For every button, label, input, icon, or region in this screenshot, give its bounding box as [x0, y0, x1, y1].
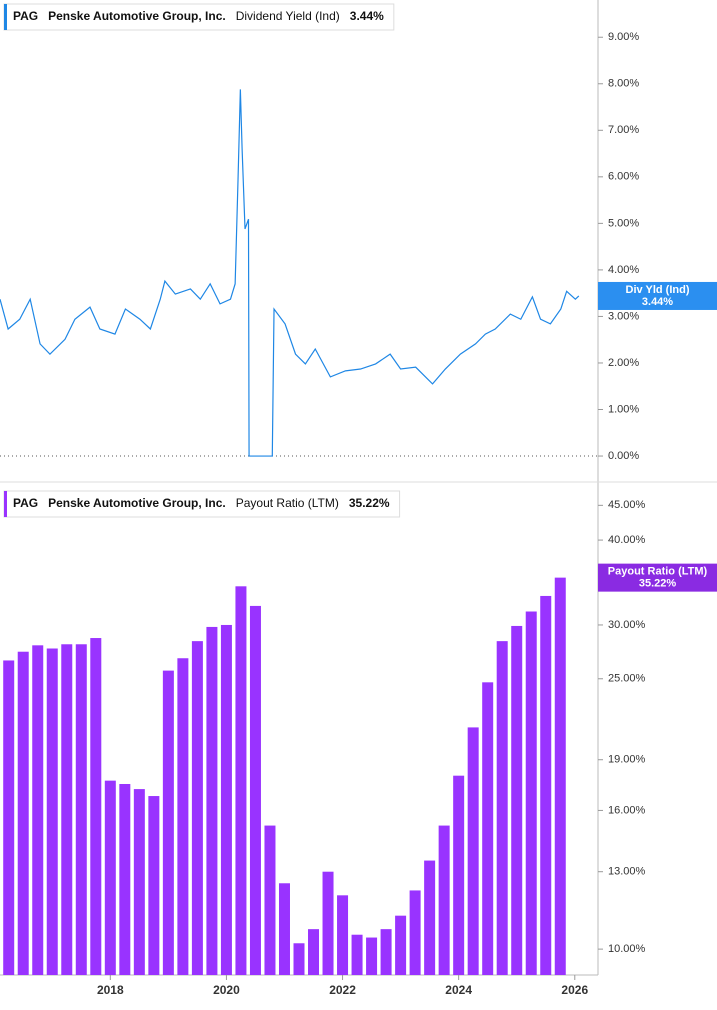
y-tick-label: 4.00%	[608, 264, 639, 276]
bar	[554, 577, 566, 975]
bar	[32, 645, 44, 975]
bar	[337, 895, 349, 975]
bar	[75, 644, 87, 975]
bar	[3, 660, 15, 975]
y-tick-label: 13.00%	[608, 866, 646, 878]
bar	[90, 638, 102, 975]
value-tag-label: 3.44%	[642, 296, 673, 308]
bar	[453, 775, 465, 975]
value-tag-name: Payout Ratio (LTM)	[608, 566, 708, 578]
bar	[293, 943, 305, 975]
y-tick-label: 25.00%	[608, 673, 646, 685]
legend-series-name: Payout Ratio (LTM)	[236, 496, 339, 510]
y-tick-label: 40.00%	[608, 534, 646, 546]
y-tick-label: 45.00%	[608, 499, 646, 511]
bar	[220, 624, 232, 975]
data-line	[0, 89, 580, 457]
bar	[133, 789, 145, 975]
bar	[409, 890, 421, 975]
x-tick-label: 2022	[329, 983, 356, 997]
y-tick-label: 5.00%	[608, 217, 639, 229]
y-tick-label: 30.00%	[608, 619, 646, 631]
bar	[395, 915, 407, 975]
bar	[148, 796, 160, 975]
x-tick-label: 2018	[97, 983, 124, 997]
y-tick-label: 8.00%	[608, 78, 639, 90]
legend-company: Penske Automotive Group, Inc.	[48, 496, 226, 510]
legend-company: Penske Automotive Group, Inc.	[48, 9, 226, 23]
bar	[511, 625, 523, 975]
value-tag	[598, 281, 717, 310]
y-tick-label: 6.00%	[608, 171, 639, 183]
bar	[119, 783, 131, 975]
y-tick-label: 19.00%	[608, 754, 646, 766]
bar	[46, 648, 58, 975]
bar	[104, 780, 116, 975]
bar	[525, 611, 537, 975]
y-tick-label: 3.00%	[608, 310, 639, 322]
bar	[61, 644, 73, 975]
value-tag	[598, 563, 717, 592]
legend: PAG Penske Automotive Group, Inc. Payout R…	[3, 490, 401, 518]
y-tick-label: 7.00%	[608, 124, 639, 136]
legend: PAG Penske Automotive Group, Inc. Dividend…	[3, 3, 395, 31]
legend-accent	[4, 4, 7, 30]
legend-ticker: PAG	[13, 9, 38, 23]
legend-accent	[4, 491, 7, 517]
bar	[191, 641, 203, 975]
bar	[467, 727, 479, 975]
value-tag-name: Div Yld (Ind)	[626, 284, 690, 296]
y-tick-label: 2.00%	[608, 357, 639, 369]
bar	[249, 605, 261, 975]
bar	[17, 651, 29, 975]
bar	[424, 860, 436, 975]
y-tick-label: 0.00%	[608, 450, 639, 462]
y-tick-label: 16.00%	[608, 804, 646, 816]
bar	[206, 626, 218, 975]
x-tick-label: 2026	[561, 983, 588, 997]
legend-value: 35.22%	[349, 496, 390, 510]
y-tick-label: 1.00%	[608, 403, 639, 415]
legend-series-name: Dividend Yield (Ind)	[236, 9, 340, 23]
bar	[278, 883, 290, 975]
bar	[308, 929, 320, 975]
bar	[162, 670, 174, 975]
bar	[438, 825, 450, 975]
bar	[264, 825, 276, 975]
bar	[235, 586, 247, 975]
y-tick-label: 9.00%	[608, 31, 639, 43]
bar	[177, 658, 189, 975]
bar	[496, 641, 508, 975]
bar	[322, 871, 334, 975]
bar	[351, 934, 363, 975]
legend-box	[3, 3, 395, 31]
legend-ticker: PAG	[13, 496, 38, 510]
legend-value: 3.44%	[350, 9, 384, 23]
x-tick-label: 2024	[445, 983, 472, 997]
x-tick-label: 2020	[213, 983, 240, 997]
bar	[366, 937, 378, 975]
value-tag-label: 35.22%	[639, 578, 677, 590]
bar	[482, 682, 494, 975]
y-tick-label: 10.00%	[608, 943, 646, 955]
bar	[540, 595, 552, 975]
bar	[380, 929, 392, 975]
